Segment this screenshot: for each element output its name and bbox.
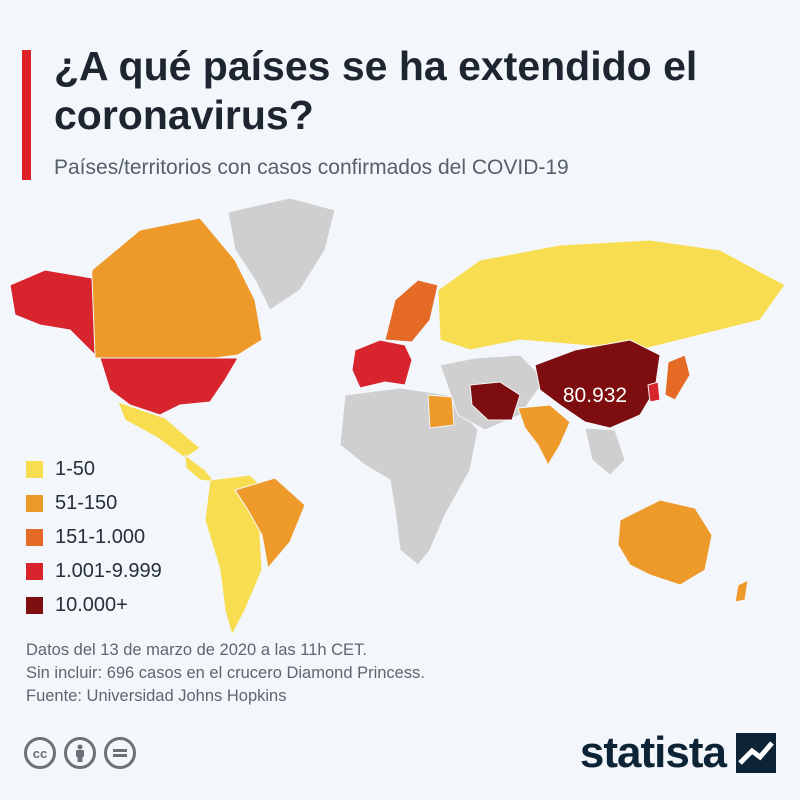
region-japan [664,354,691,401]
region-australia [617,499,713,586]
legend-swatch [26,494,43,512]
region-alaska [9,269,96,357]
legend-label: 151-1.000 [55,525,146,548]
legend-swatch [26,562,43,580]
china-case-count-label: 80.932 [563,384,627,407]
no-derivatives-icon[interactable] [104,737,136,769]
region-iran [469,381,521,421]
page-title: ¿A qué países se ha extendido el coronav… [54,43,698,138]
brand-name: statista [579,728,727,777]
region-russia [437,239,786,351]
region-india [517,404,571,467]
legend-swatch [26,596,43,614]
page-subtitle: Países/territorios con casos confirmados… [54,156,569,179]
region-scandinavia [384,279,439,343]
legend-item: 151-1.000 [26,520,162,554]
legend-label: 1.001-9.999 [55,559,162,582]
region-egypt [427,394,455,429]
region-united-states [99,357,239,416]
note-date: Datos del 13 de marzo de 2020 a las 11h … [26,641,367,659]
brand[interactable]: statista [580,728,776,778]
region-greenland [227,197,336,311]
legend-label: 10.000+ [55,593,128,616]
license-icons: cc [24,737,136,769]
region-central-america [184,453,217,483]
note-source: Fuente: Universidad Johns Hopkins [26,687,287,705]
region-korea [647,381,661,403]
region-africa [339,387,479,566]
cc-icon[interactable]: cc [24,737,56,769]
attribution-icon[interactable] [64,737,96,769]
region-western-europe [351,339,413,389]
statista-logo-icon [736,733,776,773]
region-new-zealand [734,579,749,603]
source-notes: Datos del 13 de marzo de 2020 a las 11h … [26,639,425,708]
legend-item: 1.001-9.999 [26,554,162,588]
legend-swatch [26,460,43,478]
region-brazil [234,477,306,570]
title-accent-bar [22,50,31,180]
legend-item: 10.000+ [26,588,162,622]
note-exclusion: Sin incluir: 696 casos en el crucero Dia… [26,664,425,682]
legend-label: 1-50 [55,457,96,480]
legend-label: 51-150 [55,491,118,514]
legend-swatch [26,528,43,546]
map-legend: 1-50 51-150 151-1.000 1.001-9.999 10.000… [26,452,162,622]
world-map: 80.932 [0,190,800,640]
legend-item: 51-150 [26,486,162,520]
region-southeast-asia [584,427,626,476]
legend-item: 1-50 [26,452,162,486]
region-china [534,339,661,429]
